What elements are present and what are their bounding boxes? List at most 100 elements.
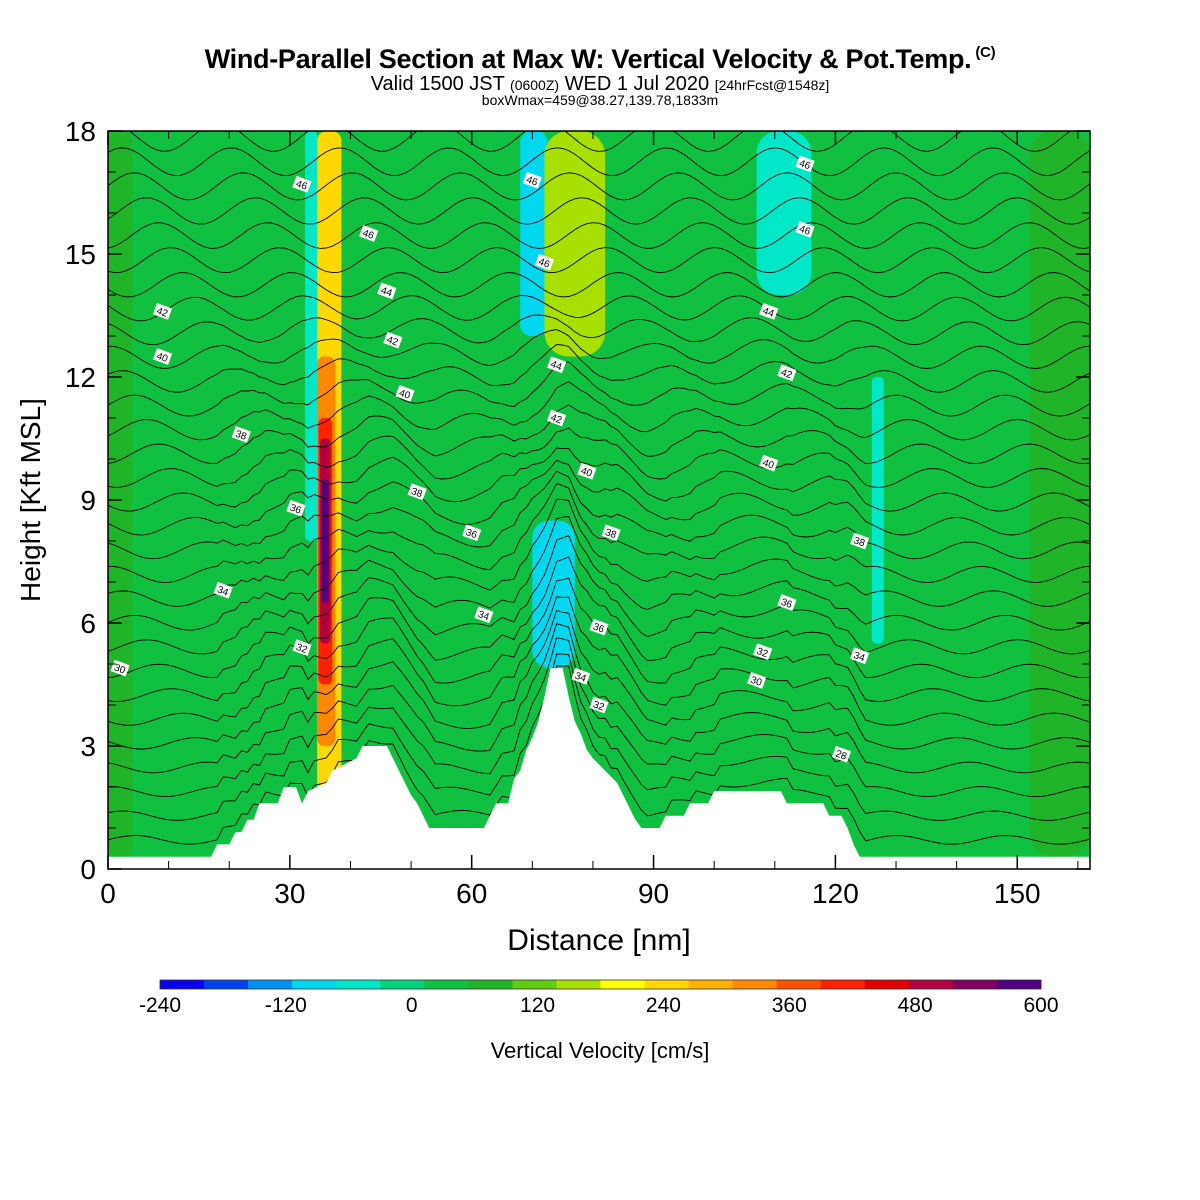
x-tick-label: 150 [994, 878, 1041, 909]
contour-label-text: 46 [294, 179, 309, 193]
theta-contour-line [108, 622, 1090, 774]
velocity-region [305, 131, 318, 541]
contour-label-text: 38 [604, 527, 619, 541]
contour-label-text: 34 [852, 650, 867, 664]
theta-contour-line [108, 147, 1090, 177]
velocity-region [520, 131, 548, 336]
contour-label-bg [777, 594, 797, 611]
contour-label-text: 32 [294, 642, 309, 656]
contour-label-text: 46 [537, 257, 552, 271]
contour-label: 38 [601, 524, 621, 541]
contour-label-bg [231, 426, 251, 443]
contour-label-bg [777, 364, 797, 382]
contour-label-text: 34 [573, 671, 588, 685]
contour-label-bg [462, 524, 482, 542]
title-box-wmax: boxWmax=459@38.27,139.78,1833m [481, 92, 719, 108]
contour-label-text: 32 [591, 699, 606, 713]
title-copyright-mark: (C) [975, 44, 996, 61]
contour-label-text: 36 [591, 621, 606, 635]
contour-label: 36 [777, 594, 797, 611]
contour-label-text: 40 [761, 457, 776, 471]
contour-label: 46 [359, 225, 379, 242]
contour-label: 38 [407, 483, 427, 501]
colorbar-swatch [424, 980, 469, 989]
contour-label-bg [213, 581, 233, 599]
title-main: Wind-Parallel Section at Max W: Vertical… [0, 44, 1200, 75]
y-tick-label: 18 [65, 116, 96, 147]
x-tick-label: 0 [100, 878, 116, 909]
valid-date: WED 1 Jul 2020 [564, 73, 710, 95]
contour-label-text: 44 [761, 306, 776, 320]
theta-contour-line [108, 272, 1090, 298]
velocity-region [544, 131, 606, 357]
contour-label-bg [589, 618, 609, 636]
contour-label-bg [747, 672, 767, 689]
contour-label-text: 42 [385, 334, 400, 348]
colorbar-frame [159, 979, 1042, 990]
contour-label-bg [286, 499, 306, 517]
contour-label-text: 44 [379, 285, 394, 299]
theta-contour-line [108, 653, 1090, 821]
colorbar-swatch [996, 980, 1042, 989]
potential-temperature-contours [108, 131, 1090, 845]
x-tick-label: 60 [456, 878, 487, 909]
colorbar-swatch [468, 980, 513, 989]
theta-contour-line [108, 447, 1090, 512]
colorbar-label: Vertical Velocity [cm/s] [491, 1038, 710, 1063]
x-axis-label: Distance [nm] [507, 924, 690, 957]
contour-label-bg [546, 409, 567, 427]
theta-contour-line [108, 197, 1090, 225]
colorbar-swatch [336, 980, 381, 989]
theta-contour-line [108, 344, 1090, 393]
contour-label-text: 40 [579, 466, 594, 480]
contour-label-bg [534, 253, 555, 271]
contour-label-bg [407, 483, 427, 501]
x-tick-label: 90 [638, 878, 669, 909]
theta-contour-line [108, 172, 1090, 201]
theta-contour-line [108, 516, 1090, 631]
contour-label: 28 [831, 745, 852, 763]
contour-label: 32 [589, 696, 609, 714]
plot-area [108, 131, 1090, 869]
contour-label: 32 [753, 643, 773, 660]
theta-contour-line [108, 483, 1090, 584]
contour-label-text: 36 [464, 527, 479, 541]
colorbar: -240 -120 0 120 240 360 480 600 [139, 979, 1059, 1017]
contour-label-bg [395, 385, 415, 402]
colorbar-swatch [556, 980, 601, 989]
contour-label: 34 [850, 647, 870, 665]
colorbar-tick-label: 240 [646, 994, 681, 1017]
contour-label-text: 40 [397, 388, 412, 402]
colorbar-tick-label: 360 [772, 994, 807, 1017]
contour-label: 46 [522, 171, 542, 189]
y-axis-label: Height [Kft MSL] [15, 398, 46, 602]
contour-label: 38 [231, 426, 251, 443]
x-tick-label: 120 [812, 878, 859, 909]
theta-contour-line [108, 247, 1090, 274]
contour-label: 46 [795, 155, 815, 172]
contour-label: 40 [395, 385, 415, 402]
contour-label-bg [474, 606, 494, 624]
theta-contour-line [108, 459, 1090, 536]
contour-label: 44 [377, 282, 397, 300]
valid-time-local: Valid 1500 JST [370, 73, 505, 95]
colorbar-swatch [688, 980, 734, 989]
contour-label: 36 [286, 499, 306, 517]
forecast-info: [24hrFcst@1548z] [714, 77, 830, 93]
terrain-shape [108, 668, 1090, 869]
colorbar-swatch [952, 980, 998, 989]
colorbar-swatch [160, 980, 205, 989]
contour-label-text: 46 [525, 175, 540, 189]
contour-label-text: 34 [216, 585, 231, 599]
contour-label-bg [152, 303, 173, 320]
theta-contour-line [108, 665, 1090, 845]
contour-label-bg [577, 462, 597, 480]
contour-label: 38 [850, 532, 870, 550]
y-tick-label: 9 [80, 485, 96, 516]
valid-time-utc: (0600Z) [510, 77, 560, 93]
contour-label-bg [850, 647, 870, 665]
colorbar-swatch [204, 980, 249, 989]
colorbar-swatch [820, 980, 866, 989]
contour-label-bg [359, 225, 379, 242]
contour-label-bg [759, 454, 779, 472]
